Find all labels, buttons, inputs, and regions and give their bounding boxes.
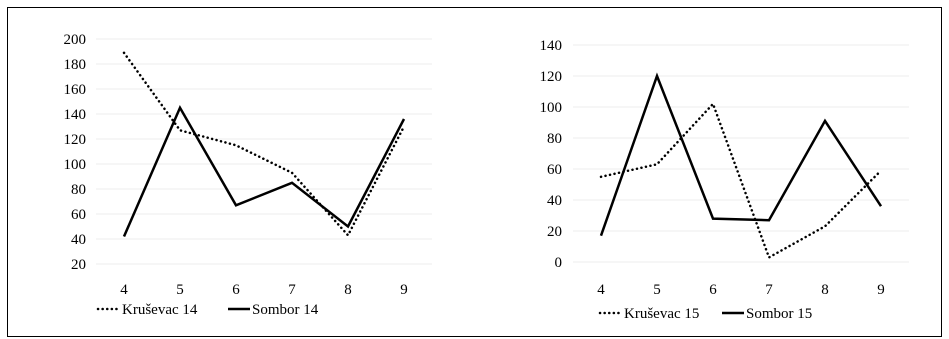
x-tick-label: 8	[821, 282, 829, 298]
y-tick-label: 20	[71, 257, 86, 273]
y-tick-label: 160	[64, 82, 87, 98]
y-tick-label: 120	[540, 69, 563, 85]
y-tick-label: 80	[71, 182, 86, 198]
y-tick-label: 100	[540, 100, 563, 116]
legend-label: Kruševac 15	[624, 306, 699, 322]
series-line-dotted	[599, 101, 883, 260]
x-tick-label: 5	[176, 282, 184, 298]
x-tick-label: 9	[400, 282, 408, 298]
figure-frame	[7, 7, 942, 337]
y-tick-label: 140	[64, 107, 87, 123]
legend-label: Sombor 14	[252, 302, 319, 318]
chart-right: 0 20 40 60 80 100 120 140 4 5 6 7 8 9 Kruševac 15 Sombo…	[540, 38, 909, 322]
legend-label: Kruševac 14	[122, 302, 198, 318]
x-tick-label: 5	[653, 282, 661, 298]
y-tick-label: 60	[71, 207, 86, 223]
y-tick-label: 180	[64, 57, 87, 73]
legend-label: Sombor 15	[746, 306, 812, 322]
y-tick-label: 80	[547, 131, 562, 147]
y-tick-label: 200	[64, 32, 87, 48]
series-line-solid	[599, 72, 883, 237]
x-tick-label: 4	[120, 282, 128, 298]
x-tick-label: 6	[709, 282, 717, 298]
x-tick-label: 4	[597, 282, 605, 298]
y-tick-label: 60	[547, 162, 562, 178]
series-line-solid	[122, 105, 406, 237]
y-tick-label: 40	[71, 232, 86, 248]
y-tick-label: 0	[555, 255, 563, 271]
x-tick-label: 7	[765, 282, 773, 298]
y-tick-label: 20	[547, 224, 562, 240]
y-tick-label: 140	[540, 38, 563, 54]
y-tick-label: 120	[64, 132, 87, 148]
x-tick-label: 7	[288, 282, 296, 298]
chart-left: 20 40 60 80 100 120 140 160 180 200 4 5 6 7 8 9 Kruševac…	[64, 32, 432, 318]
x-tick-label: 9	[877, 282, 885, 298]
y-tick-label: 100	[64, 157, 87, 173]
x-tick-label: 6	[232, 282, 240, 298]
x-tick-label: 8	[344, 282, 352, 298]
series-line-dotted	[122, 51, 406, 238]
y-tick-label: 40	[547, 193, 562, 209]
